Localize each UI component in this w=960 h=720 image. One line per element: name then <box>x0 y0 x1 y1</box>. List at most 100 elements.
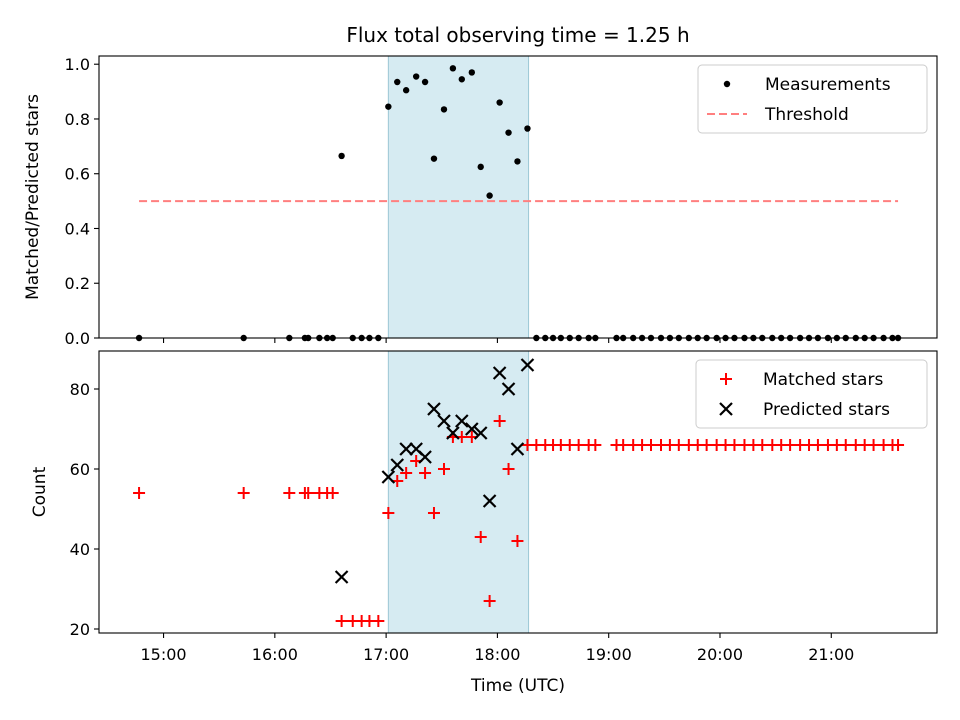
matched-star-point <box>784 439 797 451</box>
measurement-point <box>524 125 531 132</box>
legend-measurements-label: Measurements <box>765 75 891 95</box>
x-axis-label: Time (UTC) <box>470 676 565 696</box>
x-tick-label: 15:00 <box>140 645 186 664</box>
measurement-point <box>505 129 512 136</box>
y-tick-label: 0.6 <box>65 165 90 184</box>
bottom-axes-frame <box>98 350 938 634</box>
matched-star-point <box>237 487 250 499</box>
matched-star-point <box>617 439 630 451</box>
top-legend: Measurements Threshold <box>697 64 928 134</box>
x-tick-label: 19:00 <box>586 645 632 664</box>
matched-star-point <box>427 507 440 519</box>
predicted-star-point <box>465 422 479 436</box>
matched-star-point <box>728 439 741 451</box>
y-tick-label: 80 <box>70 380 90 399</box>
top-axes-frame <box>98 55 938 339</box>
predicted-star-point <box>390 458 405 472</box>
matched-star-point <box>474 531 487 543</box>
matched-star-point <box>419 467 432 479</box>
measurement-point <box>394 78 401 86</box>
predicted-star-point <box>473 426 488 440</box>
predicted-star-point <box>492 366 507 380</box>
bottom-plot-marks <box>133 358 905 627</box>
matched-star-point <box>572 439 585 451</box>
measurement-point <box>486 192 493 199</box>
matched-star-point <box>400 467 413 479</box>
matched-star-point <box>502 463 515 475</box>
matched-star-point <box>372 615 385 627</box>
matched-star-point <box>700 439 713 451</box>
matched-star-point <box>839 439 852 451</box>
predicted-star-point <box>501 382 516 396</box>
predicted-star-point <box>437 414 451 428</box>
predicted-star-point <box>482 494 497 508</box>
measurement-point <box>514 158 521 165</box>
measurement-point <box>402 87 410 94</box>
legend-matched-label: Matched stars <box>763 370 883 390</box>
x-tick-label: 17:00 <box>363 645 409 664</box>
legend-measurements-marker <box>723 80 731 88</box>
predicted-star-point <box>446 426 460 440</box>
x-tick-label: 21:00 <box>808 645 854 664</box>
measurement-point <box>477 163 484 171</box>
top-panel: 0.0 0.2 0.4 0.6 0.8 1.0 Flux total observing … <box>23 23 938 348</box>
y-tick-label: 0.0 <box>65 329 90 348</box>
matched-star-point <box>867 439 880 451</box>
matched-star-point <box>589 439 602 451</box>
matched-star-point <box>644 439 657 451</box>
measurement-point <box>430 155 438 162</box>
predicted-star-point <box>418 450 432 464</box>
predicted-star-point <box>520 358 535 372</box>
bottom-panel: 20 40 60 80 15:00 16:00 17:00 18:00 19:00 20:00 21… <box>30 350 938 696</box>
matched-star-point <box>811 439 824 451</box>
predicted-star-point <box>381 470 396 484</box>
measurement-point <box>496 99 503 106</box>
matched-star-point <box>437 463 450 475</box>
matched-star-point <box>511 535 524 547</box>
y-tick-label: 60 <box>70 460 90 479</box>
legend-frame <box>697 64 928 134</box>
predicted-star-point <box>399 442 413 456</box>
legend-frame <box>695 359 928 429</box>
highlight-span-top <box>387 55 530 339</box>
matched-star-point <box>483 595 496 607</box>
matched-star-point <box>335 615 348 627</box>
matched-star-point <box>756 439 769 451</box>
chart-title: Flux total observing time = 1.25 h <box>346 23 689 47</box>
top-y-axis-label: Matched/Predicted stars <box>23 94 43 300</box>
y-tick-label: 0.8 <box>65 110 90 129</box>
x-tick-label: 20:00 <box>697 645 743 664</box>
bottom-legend: Matched stars Predicted stars <box>695 359 928 429</box>
matched-star-point <box>672 439 685 451</box>
measurement-point <box>338 152 345 160</box>
measurement-point <box>412 73 420 80</box>
highlight-span-bottom <box>387 350 530 634</box>
predicted-star-point <box>510 442 525 456</box>
predicted-star-point <box>427 402 441 416</box>
predicted-star-point <box>334 570 349 584</box>
legend-predicted-marker <box>719 402 733 416</box>
y-tick-label: 0.2 <box>65 274 90 293</box>
bottom-y-axis-label: Count <box>30 466 50 517</box>
matched-star-point <box>326 487 339 499</box>
matched-star-point <box>302 487 315 499</box>
measurement-point <box>421 78 429 86</box>
measurement-point <box>449 65 457 72</box>
x-tick-label: 16:00 <box>252 645 298 664</box>
legend-predicted-label: Predicted stars <box>763 400 890 420</box>
measurement-point <box>385 103 392 110</box>
y-tick-label: 1.0 <box>65 55 90 74</box>
bottom-axis-ticks: 20 40 60 80 15:00 16:00 17:00 18:00 19:00 20:00 21… <box>70 380 855 664</box>
legend-threshold-label: Threshold <box>764 105 849 125</box>
top-axis-ticks: 0.0 0.2 0.4 0.6 0.8 1.0 <box>65 55 832 348</box>
matched-star-point <box>493 415 506 427</box>
matched-star-point <box>283 487 296 499</box>
y-tick-label: 0.4 <box>65 219 90 238</box>
matched-star-point <box>133 487 146 499</box>
x-tick-label: 18:00 <box>474 645 520 664</box>
legend-matched-marker <box>720 373 732 385</box>
measurement-point <box>468 69 476 76</box>
measurement-point <box>440 106 448 113</box>
y-tick-label: 20 <box>70 620 90 639</box>
